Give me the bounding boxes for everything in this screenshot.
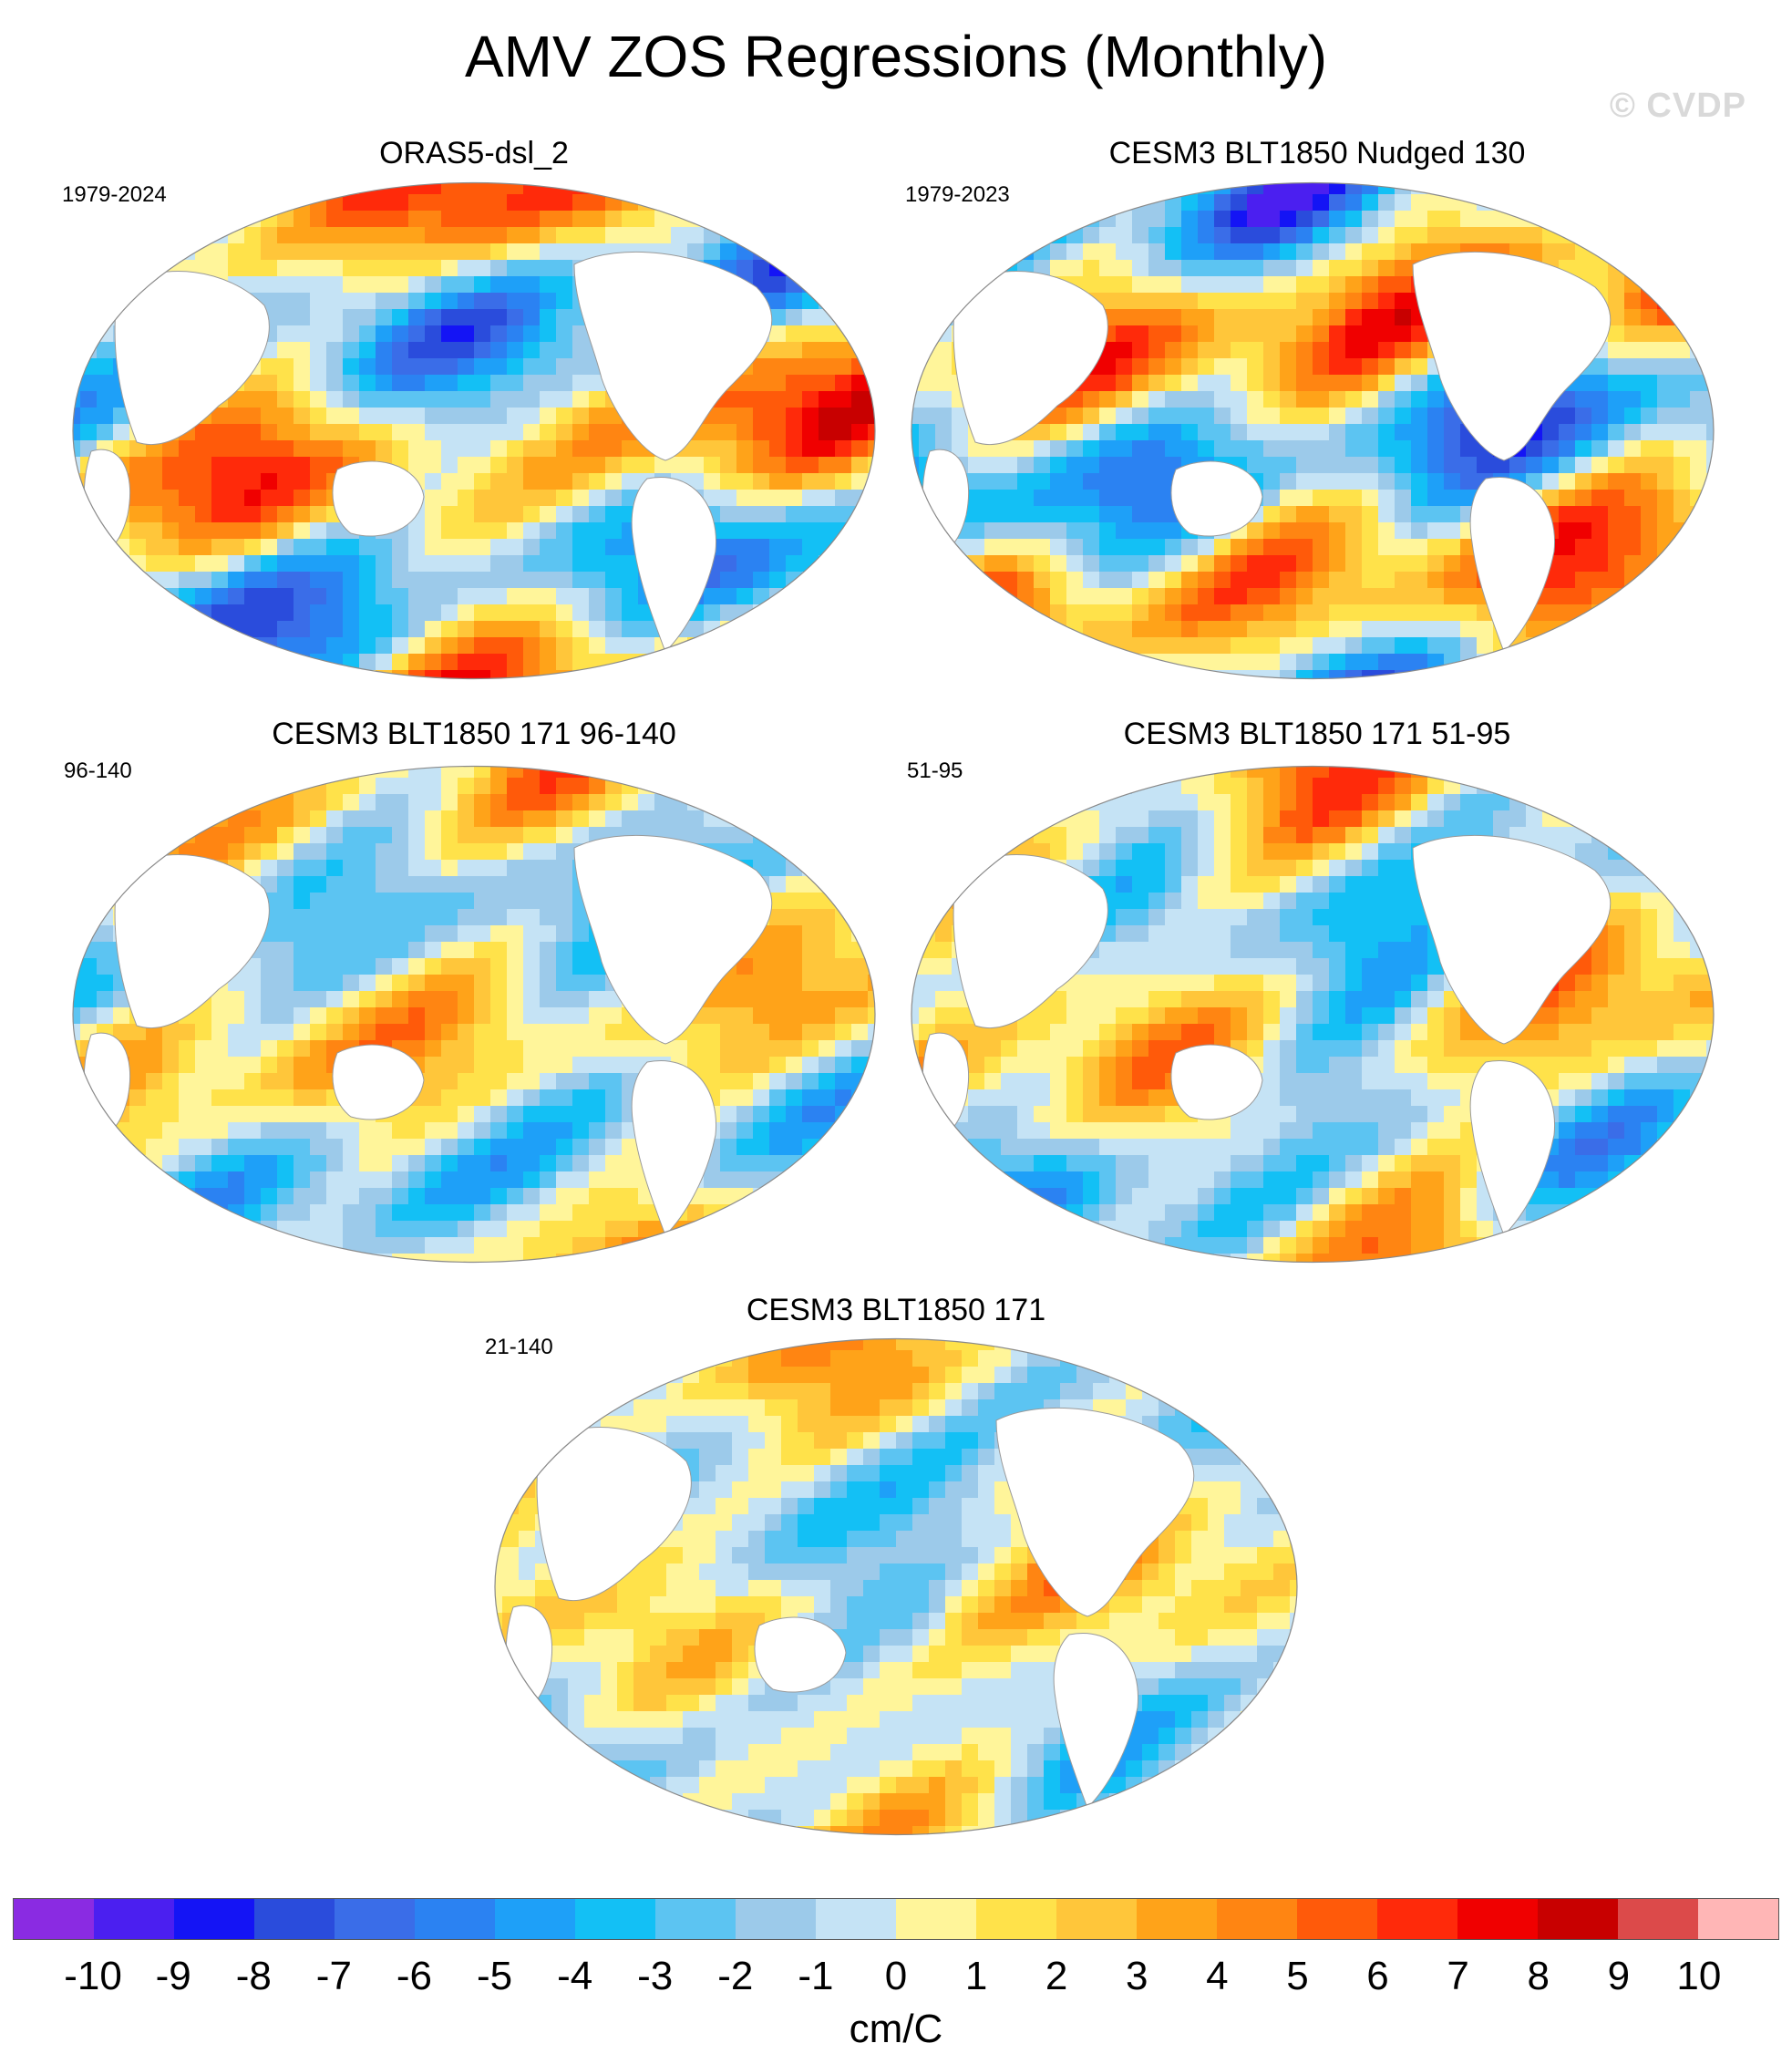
- colorbar-tick-label: 9: [1607, 1954, 1631, 1998]
- colorbar-swatch: [655, 1899, 736, 1939]
- colorbar-tick-label: 10: [1676, 1954, 1722, 1998]
- colorbar-swatch: [1137, 1899, 1217, 1939]
- panel-period-2: 1979-2023: [905, 182, 1010, 207]
- panel-period-4: 51-95: [907, 759, 963, 783]
- colorbar-swatch: [1056, 1899, 1137, 1939]
- colorbar-tick-label: 0: [884, 1954, 908, 1998]
- colorbar-tick-label: -5: [476, 1954, 513, 1998]
- panel-title-5: CESM3 BLT1850 171: [746, 1293, 1046, 1327]
- colorbar-swatch: [1457, 1899, 1538, 1939]
- colorbar-swatch: [174, 1899, 254, 1939]
- colorbar-swatch: [14, 1899, 94, 1939]
- colorbar-tick-label: 7: [1447, 1954, 1469, 1998]
- colorbar-swatch: [1698, 1899, 1778, 1939]
- panel-title-2: CESM3 BLT1850 Nudged 130: [1108, 136, 1526, 170]
- colorbar-tick-label: -6: [396, 1954, 433, 1998]
- colorbar-tick-label: 2: [1045, 1954, 1068, 1998]
- colorbar-tick-label: -9: [155, 1954, 191, 1998]
- colorbar-swatch: [1618, 1899, 1698, 1939]
- map-panel-4: [911, 765, 1715, 1264]
- colorbar-swatch: [254, 1899, 335, 1939]
- colorbar-tick-label: 4: [1206, 1954, 1229, 1998]
- colorbar-swatch: [575, 1899, 655, 1939]
- panel-title-4: CESM3 BLT1850 171 51-95: [1123, 717, 1511, 751]
- colorbar-tick-label: 1: [964, 1954, 988, 1998]
- colorbar-tick-label: -8: [235, 1954, 272, 1998]
- colorbar-swatch: [976, 1899, 1056, 1939]
- colorbar-swatch: [1217, 1899, 1297, 1939]
- colorbar-tick-label: 3: [1126, 1954, 1148, 1998]
- colorbar-swatch: [94, 1899, 174, 1939]
- colorbar-tick-label: -2: [717, 1954, 754, 1998]
- map-panel-1: [72, 181, 876, 680]
- colorbar-tick-label: 6: [1366, 1954, 1389, 1998]
- colorbar-unit: cm/C: [849, 2007, 943, 2051]
- panel-title-1: ORAS5-dsl_2: [379, 136, 569, 170]
- colorbar-tick-label: 8: [1527, 1954, 1550, 1998]
- map-panel-5: [494, 1337, 1298, 1836]
- map-panel-3: [72, 765, 876, 1264]
- colorbar-tick-label: -1: [798, 1954, 834, 1998]
- colorbar-swatch: [335, 1899, 415, 1939]
- colorbar-tick-label: -3: [637, 1954, 674, 1998]
- colorbar-swatch: [415, 1899, 495, 1939]
- watermark: © CVDP: [1609, 87, 1746, 125]
- figure-title: AMV ZOS Regressions (Monthly): [464, 24, 1328, 89]
- panel-period-5: 21-140: [485, 1335, 553, 1359]
- colorbar-tick-label: -7: [315, 1954, 352, 1998]
- panel-period-1: 1979-2024: [62, 182, 167, 207]
- colorbar-swatch: [896, 1899, 976, 1939]
- colorbar-tick-label: 5: [1286, 1954, 1309, 1998]
- colorbar-ticks: -10 -9 -8 -7 -6 -5 -4 -3 -2 -1 0 1 2 3 4 5 6 7 8 9 10: [0, 1951, 1792, 2006]
- map-panel-2: [911, 181, 1715, 680]
- colorbar-swatch: [1297, 1899, 1377, 1939]
- colorbar-tick-label: -10: [64, 1954, 122, 1998]
- colorbar-swatch: [495, 1899, 575, 1939]
- colorbar-swatch: [1538, 1899, 1618, 1939]
- panel-title-3: CESM3 BLT1850 171 96-140: [272, 717, 676, 751]
- colorbar: [13, 1898, 1779, 1940]
- colorbar-swatch: [1377, 1899, 1457, 1939]
- colorbar-swatch: [736, 1899, 816, 1939]
- panel-period-3: 96-140: [64, 759, 132, 783]
- colorbar-swatch: [816, 1899, 896, 1939]
- colorbar-tick-label: -4: [557, 1954, 593, 1998]
